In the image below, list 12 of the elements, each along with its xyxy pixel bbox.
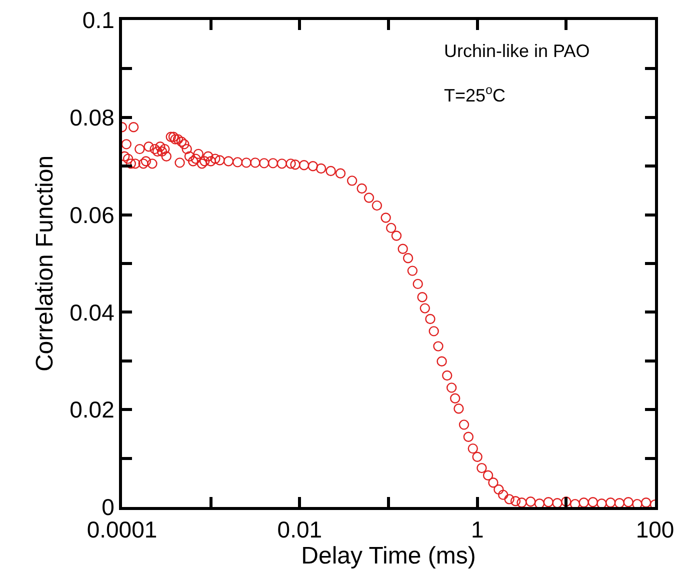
- y-tick-label: 0.06: [70, 202, 114, 228]
- y-tick-label: 0.02: [70, 396, 114, 423]
- x-tick-label: 1: [470, 516, 484, 543]
- y-tick-label: 0.08: [70, 104, 114, 130]
- y-axis-title: Correlation Function: [32, 155, 59, 372]
- annotation: T=25$^{o}$C: [444, 83, 506, 106]
- x-tick-label: 0.01: [277, 516, 322, 543]
- y-tick-label: 0.1: [82, 7, 114, 34]
- y-tick-label: 0.04: [70, 299, 115, 326]
- x-tick-label: 100: [636, 516, 674, 543]
- annotation: Urchin-like in PAO: [444, 41, 590, 61]
- x-axis-title: Delay Time (ms): [301, 542, 476, 570]
